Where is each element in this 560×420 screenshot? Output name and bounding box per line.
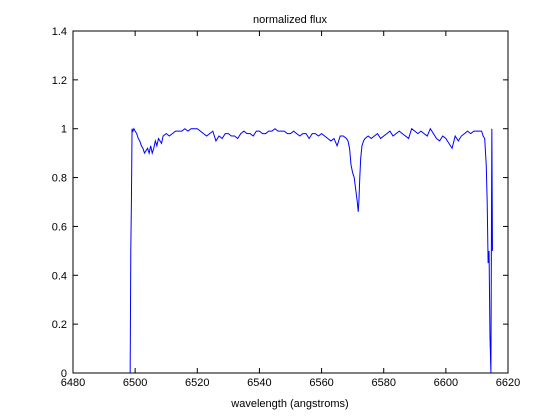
y-tick-label: 1.2	[52, 75, 67, 87]
plot-area	[72, 30, 509, 374]
x-axis-label: wavelength (angstroms)	[230, 398, 348, 410]
x-tick-label: 6520	[185, 377, 209, 389]
x-tick-label: 6560	[309, 377, 333, 389]
y-axis-ticks: 0 0.2 0.4 0.6 0.8 1 1.2 1.4	[52, 26, 508, 380]
x-axis-ticks: 6480 6500 6520 6540 6560 6580 6600 6620	[61, 31, 520, 389]
y-tick-label: 0.6	[52, 221, 67, 233]
y-tick-label: 0.8	[52, 173, 67, 185]
x-tick-label: 6620	[496, 377, 520, 389]
x-tick-label: 6580	[371, 377, 395, 389]
x-tick-label: 6480	[61, 377, 85, 389]
chart-title: normalized flux	[253, 14, 327, 26]
x-tick-label: 6540	[247, 377, 271, 389]
y-tick-label: 0	[61, 368, 67, 380]
y-tick-label: 1	[61, 124, 67, 136]
y-tick-label: 0.4	[52, 270, 67, 282]
y-tick-label: 0.2	[52, 319, 67, 331]
series-line	[129, 127, 493, 374]
y-tick-label: 1.4	[52, 26, 67, 38]
x-tick-label: 6600	[434, 377, 458, 389]
x-tick-label: 6500	[123, 377, 147, 389]
